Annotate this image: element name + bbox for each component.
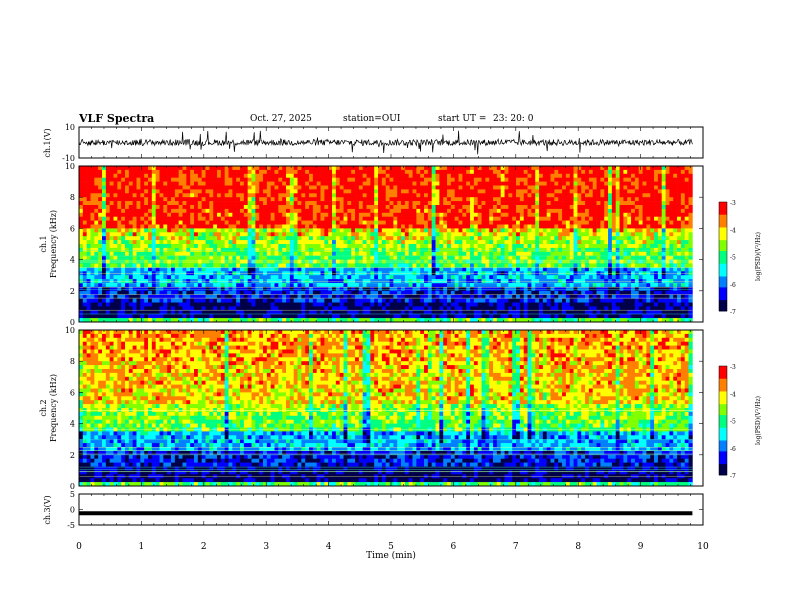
ytick-label-2-4: 8	[70, 357, 75, 366]
colorbar-ch1-title: log(PSD)(V²/Hz)	[755, 232, 762, 281]
xtick-label-0: 0	[76, 542, 82, 552]
colorbar-ch2	[718, 365, 728, 476]
colorbar-ch2-title: log(PSD)(V²/Hz)	[755, 396, 762, 445]
ch3-voltage-label: ch.3(V)	[43, 495, 52, 524]
ch1-frequency-label: Frequency (kHz)	[49, 210, 58, 278]
spectrogram-ch2	[79, 330, 693, 487]
colorbar-ch1-tick-0: -3	[730, 200, 736, 207]
colorbar-ch2-tick-4: -7	[730, 473, 736, 480]
ytick-label-2-0: 0	[70, 482, 75, 491]
colorbar-ch1-tick-3: -6	[730, 282, 736, 289]
xtick-label-1: 1	[139, 542, 145, 552]
colorbar-ch2-tick-0: -3	[730, 364, 736, 371]
ytick-label-1-2: 4	[70, 256, 75, 265]
xtick-label-4: 4	[326, 542, 332, 552]
colorbar-ch2-tick-3: -6	[730, 446, 736, 453]
xtick-label-5: 5	[388, 542, 394, 552]
colorbar-ch1-tick-1: -4	[730, 227, 736, 234]
colorbar-ch1	[718, 201, 728, 312]
xtick-label-7: 7	[513, 542, 519, 552]
xtick-label-6: 6	[451, 542, 457, 552]
ytick-label-0-0: 10	[65, 123, 75, 132]
ytick-label-2-1: 2	[70, 451, 75, 460]
ytick-label-2-3: 6	[70, 388, 75, 397]
xtick-label-2: 2	[201, 542, 207, 552]
ytick-label-3-0: 5	[70, 490, 75, 499]
ytick-label-1-1: 2	[70, 287, 75, 296]
start-ut-value: 23: 20: 0	[493, 114, 534, 124]
ch2-frequency-label: Frequency (kHz)	[49, 374, 58, 442]
ytick-label-1-0: 0	[70, 318, 75, 327]
start-ut-label: start UT =	[438, 114, 487, 124]
ytick-label-0-1: -10	[62, 154, 75, 163]
ytick-label-2-5: 10	[65, 326, 75, 335]
colorbar-ch1-tick-4: -7	[730, 309, 736, 316]
xtick-label-8: 8	[575, 542, 581, 552]
date-label: Oct. 27, 2025	[250, 114, 312, 124]
ytick-label-1-3: 6	[70, 224, 75, 233]
ytick-label-3-1: 0	[70, 506, 75, 515]
ytick-label-3-2: -5	[67, 521, 75, 530]
panel-frame-3	[78, 493, 704, 526]
ytick-label-1-5: 10	[65, 162, 75, 171]
ytick-label-1-4: 8	[70, 193, 75, 202]
ch2-spectrogram-label: ch.2	[39, 399, 48, 416]
ytick-label-2-2: 4	[70, 420, 75, 429]
colorbar-ch2-tick-1: -4	[730, 391, 736, 398]
xaxis-title: Time (min)	[366, 550, 416, 561]
xtick-label-3: 3	[263, 542, 269, 552]
xtick-label-10: 10	[697, 542, 709, 552]
spectrogram-ch1	[79, 166, 693, 323]
ch1-waveform	[78, 130, 693, 155]
station-label: station=OUI	[343, 114, 401, 124]
ch1-spectrogram-label: ch.1	[39, 235, 48, 252]
xtick-label-9: 9	[638, 542, 644, 552]
figure-title: VLF Spectra	[79, 112, 155, 125]
colorbar-ch2-tick-2: -5	[730, 419, 736, 426]
colorbar-ch1-tick-2: -5	[730, 255, 736, 262]
ch1-voltage-label: ch.1(V)	[43, 128, 52, 157]
